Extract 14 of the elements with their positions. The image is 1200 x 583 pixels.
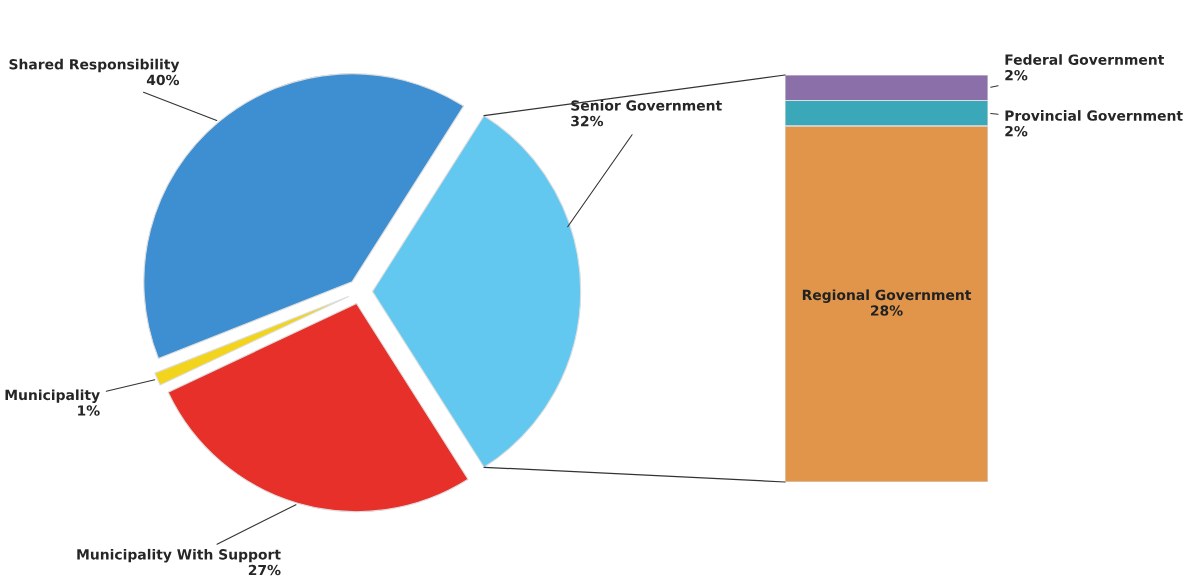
data-label: 1% — [78, 405, 100, 416]
data-label: 40% — [146, 74, 180, 86]
slice-label: Municipality With Support — [77, 548, 281, 563]
slice-label: Municipality — [5, 389, 100, 403]
data-label: 2% — [1005, 125, 1028, 137]
data-label: 2% — [1005, 69, 1028, 81]
series-label: Federal Government — [1005, 54, 1165, 65]
series-label: Provincial Government — [1005, 110, 1183, 121]
data-label: 28% — [870, 305, 903, 316]
slice-label: Shared Responsibility — [9, 58, 180, 73]
data-label: 27% — [248, 564, 281, 576]
series-label: Regional Government — [802, 289, 972, 303]
data-label: 32% — [571, 115, 604, 127]
slice-label: Senior Government — [571, 100, 722, 111]
